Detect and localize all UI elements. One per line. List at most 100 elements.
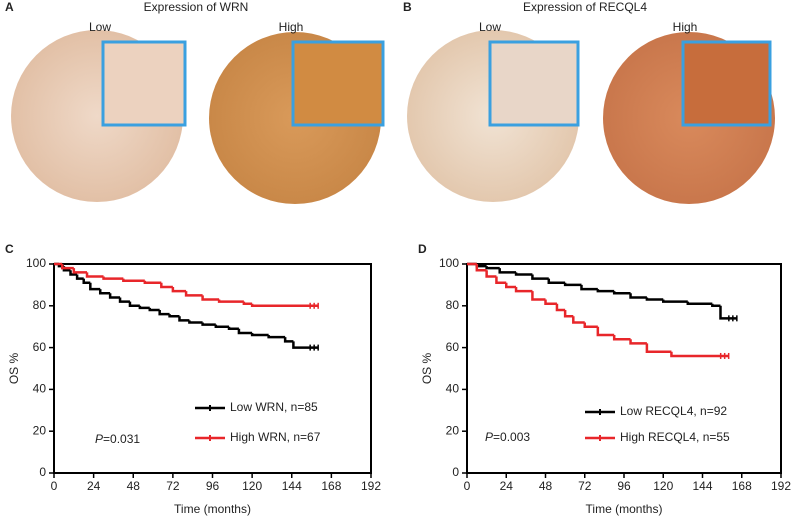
survival-step: [128, 301, 140, 308]
legend-label: High WRN, n=67: [230, 430, 321, 444]
survival-step: [531, 274, 549, 280]
survival-step: [168, 314, 180, 318]
x-tick-label: 144: [692, 479, 712, 493]
survival-step: [686, 301, 713, 305]
x-tick-label: 72: [166, 479, 180, 493]
panel-label: B: [403, 0, 412, 14]
x-tick-label: 0: [51, 479, 58, 493]
survival-step: [283, 337, 294, 343]
x-tick-label: 48: [539, 479, 553, 493]
p-symbol: P: [485, 430, 493, 444]
panel-label: A: [5, 0, 14, 14]
x-tick-label: 120: [653, 479, 673, 493]
survival-step: [171, 286, 187, 293]
survival-step: [122, 278, 145, 282]
panel-title: Expression of RECQL4: [523, 0, 647, 14]
x-tick-label: 168: [732, 479, 752, 493]
survival-step: [118, 297, 130, 303]
survival-step: [250, 303, 319, 308]
survival-step: [563, 309, 574, 318]
survival-step: [662, 299, 688, 303]
y-tick-label: 60: [33, 340, 47, 354]
survival-step: [242, 301, 253, 305]
panel-title: Expression of WRN: [144, 0, 249, 14]
survival-step: [89, 282, 101, 291]
survival-step: [670, 351, 729, 358]
y-tick-label: 80: [33, 298, 47, 312]
survival-step: [514, 286, 533, 293]
survival-step: [98, 289, 111, 295]
survival-step: [711, 303, 721, 308]
x-tick-label: 24: [87, 479, 101, 493]
survival-step: [75, 274, 84, 280]
survival-step: [719, 305, 737, 320]
survival-step: [563, 282, 582, 287]
survival-step: [514, 272, 533, 276]
survival-step: [201, 295, 220, 301]
survival-step: [237, 328, 253, 335]
survival-step: [547, 278, 566, 285]
panel-label: D: [418, 242, 427, 256]
survival-step: [580, 284, 598, 291]
x-tick-label: 72: [578, 479, 592, 493]
panel-label: C: [5, 242, 14, 256]
y-tick-label: 100: [26, 256, 46, 270]
p-value: P=0.031: [95, 432, 140, 446]
inset: [291, 40, 385, 127]
survival-step: [629, 339, 647, 345]
x-tick-label: 144: [282, 479, 302, 493]
y-tick-label: 60: [446, 340, 460, 354]
legend-label: High RECQL4, n=55: [620, 430, 730, 444]
x-tick-label: 24: [500, 479, 514, 493]
inset: [101, 40, 187, 127]
survival-step: [572, 316, 585, 324]
image-label: High: [279, 20, 304, 34]
survival-step: [485, 270, 497, 278]
survival-step: [645, 343, 672, 354]
survival-step: [85, 272, 104, 278]
x-axis-label: Time (months): [586, 502, 663, 516]
legend-label: Low WRN, n=85: [230, 400, 318, 414]
survival-step: [148, 307, 160, 312]
survival-step: [498, 268, 517, 274]
survival-step: [158, 309, 170, 316]
survival-step: [61, 264, 74, 270]
survival-step: [184, 291, 203, 297]
y-tick-label: 0: [452, 465, 459, 479]
x-tick-label: 96: [206, 479, 220, 493]
survival-step: [629, 293, 647, 299]
y-tick-label: 20: [33, 423, 47, 437]
survival-step: [217, 299, 244, 303]
survival-step: [69, 270, 78, 276]
survival-step: [250, 332, 269, 337]
survival-step: [227, 326, 239, 331]
survival-step: [544, 299, 557, 305]
survival-step: [531, 291, 546, 301]
p-text: =0.003: [493, 430, 530, 444]
survival-step: [102, 276, 124, 280]
survival-step: [188, 320, 203, 324]
survival-step: [143, 280, 162, 285]
p-text: =0.031: [103, 432, 140, 446]
x-tick-label: 192: [361, 479, 381, 493]
survival-step: [267, 335, 286, 339]
micrographs: [11, 30, 775, 204]
x-tick-label: 0: [464, 479, 471, 493]
y-tick-label: 40: [446, 382, 460, 396]
survival-step: [475, 264, 487, 272]
y-tick-label: 80: [446, 298, 460, 312]
survival-step: [583, 322, 598, 328]
survival-step: [612, 291, 631, 295]
image-label: Low: [89, 20, 111, 34]
x-tick-label: 96: [617, 479, 631, 493]
survival-step: [72, 268, 88, 274]
y-tick-label: 0: [39, 465, 46, 479]
y-tick-label: 100: [439, 256, 459, 270]
x-axis-label: Time (months): [174, 502, 251, 516]
p-value: P=0.003: [485, 430, 530, 444]
survival-step: [505, 282, 517, 289]
survival-step: [485, 266, 500, 270]
x-tick-label: 168: [321, 479, 341, 493]
image-label: Low: [479, 20, 501, 34]
